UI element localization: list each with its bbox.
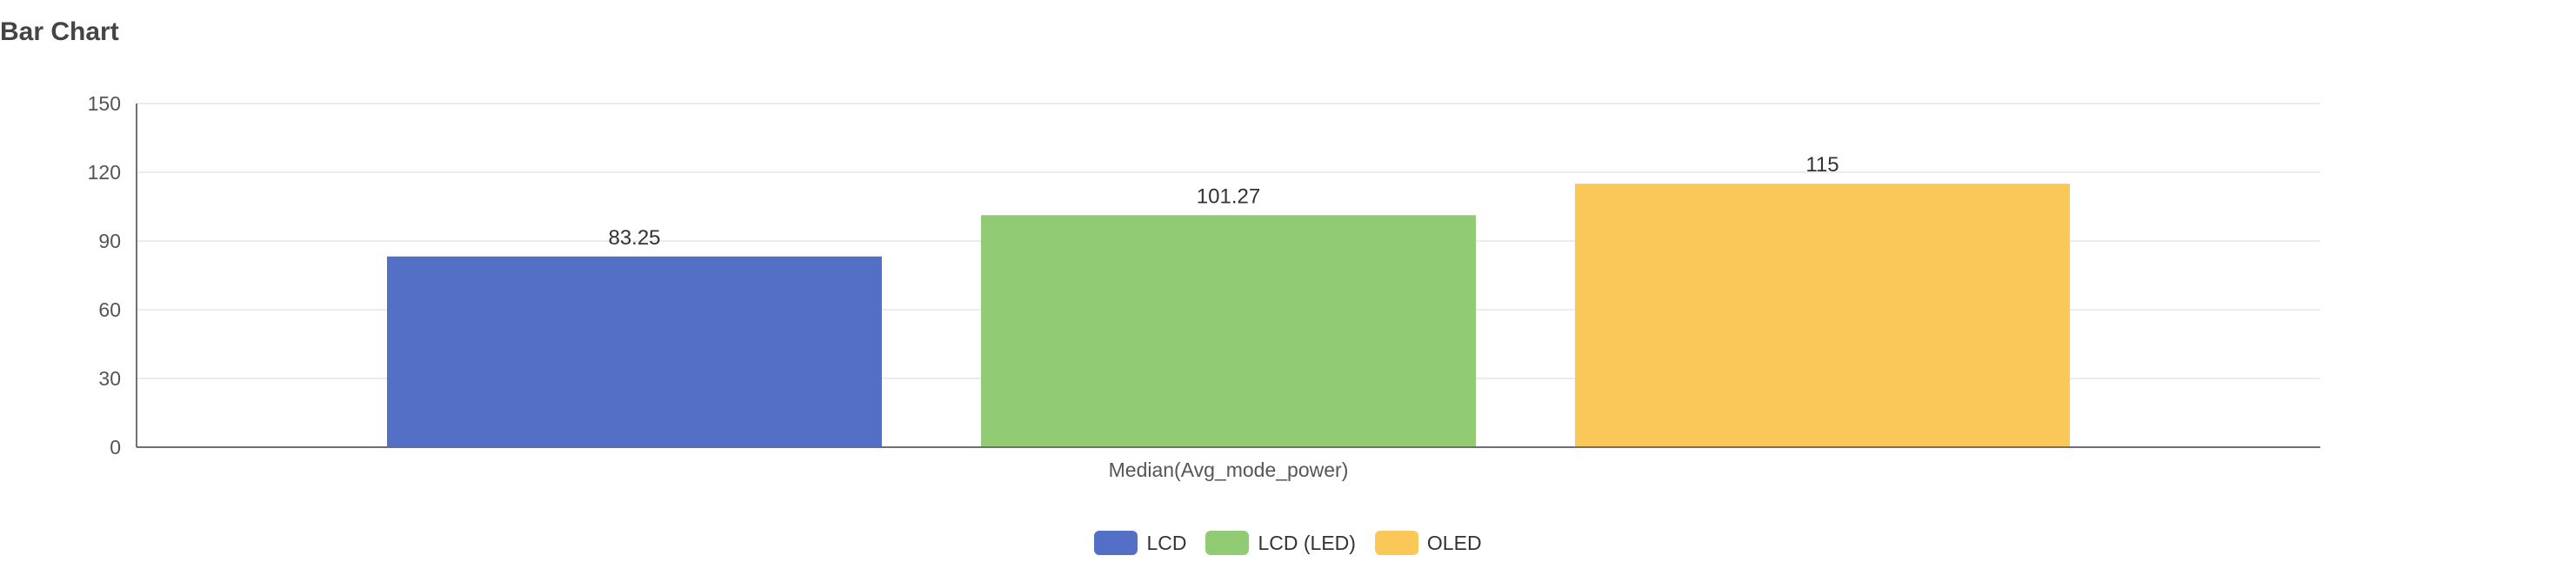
data-label-oled: 115 xyxy=(1805,153,1839,177)
legend-swatch-lcd-led xyxy=(1205,531,1250,555)
bars xyxy=(387,184,2070,447)
y-tick-label: 60 xyxy=(98,298,121,321)
y-tick-label: 90 xyxy=(98,230,121,252)
legend-label-oled: OLED xyxy=(1426,531,1482,554)
legend-label-lcd: LCD xyxy=(1146,531,1187,554)
chart-title: Bar Chart xyxy=(0,17,119,46)
legend-label-lcd-led: LCD (LED) xyxy=(1258,531,1356,554)
legend-item-oled[interactable]: OLED xyxy=(1374,531,1482,555)
legend-item-lcd-led[interactable]: LCD (LED) xyxy=(1205,531,1356,555)
legend-swatch-oled xyxy=(1374,531,1418,555)
bar-lcd[interactable] xyxy=(387,256,882,447)
data-label-lcd-led: 101.27 xyxy=(1197,184,1260,208)
bar-oled[interactable] xyxy=(1575,184,2070,447)
y-tick-label: 0 xyxy=(110,436,121,459)
y-tick-label: 120 xyxy=(88,161,121,184)
data-label-lcd: 83.25 xyxy=(608,226,660,250)
legend-swatch-lcd xyxy=(1094,531,1138,555)
x-axis-category-label: Median(Avg_mode_power) xyxy=(1109,459,1349,481)
legend: LCD LCD (LED) OLED xyxy=(0,531,2576,555)
y-tick-label: 30 xyxy=(98,367,121,390)
data-labels: 83.25 101.27 115 xyxy=(608,153,1839,250)
y-tick-label: 150 xyxy=(88,92,121,115)
legend-item-lcd[interactable]: LCD xyxy=(1094,531,1186,555)
axes: 0 30 60 90 120 150 Median(Avg_mode_power) xyxy=(88,92,2320,481)
bar-lcd-led[interactable] xyxy=(981,215,1476,447)
